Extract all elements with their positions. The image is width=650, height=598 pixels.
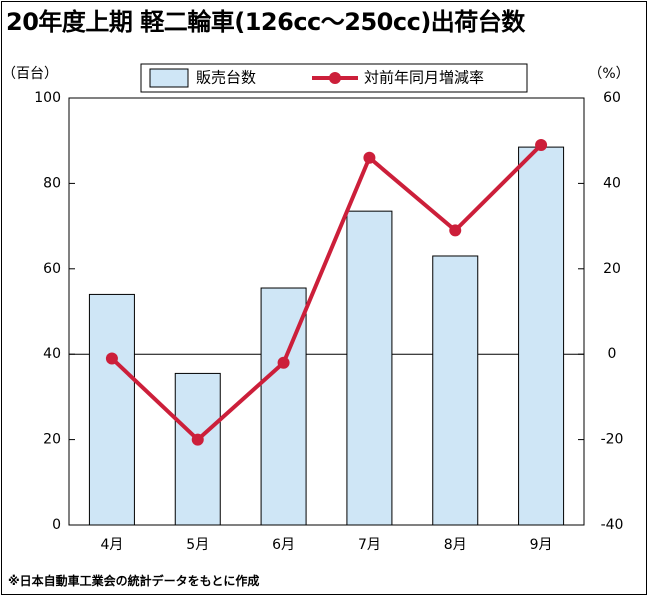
x-axis-tick-label: 7月 (358, 537, 381, 553)
line-point (449, 224, 462, 237)
x-axis-tick-label: 6月 (272, 537, 295, 553)
line-point (277, 356, 290, 369)
legend-bar-swatch (149, 68, 189, 88)
bar (346, 210, 393, 526)
chart-title: 20年度上期 軽二輪車(126cc～250cc)出荷台数 (6, 8, 525, 36)
left-axis-tick-label: 100 (34, 90, 61, 106)
x-axis-tick-label: 4月 (100, 537, 123, 553)
right-axis-tick-label: -40 (601, 517, 624, 533)
right-axis-tick-label: 40 (603, 175, 621, 191)
legend-bar-label: 販売台数 (196, 69, 256, 87)
line-point (363, 151, 376, 164)
right-axis-tick-label: 20 (603, 261, 621, 277)
line-point (105, 352, 118, 365)
left-axis-tick-label: 0 (52, 517, 61, 533)
left-axis-tick-label: 20 (43, 432, 61, 448)
right-axis-tick-label: 0 (608, 346, 617, 362)
left-axis-tick-label: 60 (43, 261, 61, 277)
left-axis-unit: （百台） (2, 66, 58, 82)
bar (88, 293, 135, 526)
right-axis-tick-label: -20 (601, 432, 624, 448)
right-axis-tick-label: 60 (603, 90, 621, 106)
line-point (535, 138, 548, 151)
right-axis-unit: （%） (588, 66, 629, 82)
legend-line-marker (329, 72, 341, 84)
plot-area (68, 97, 585, 526)
legend-line-label: 対前年同月増減率 (364, 69, 484, 87)
line-point (191, 433, 204, 446)
line-series-path (110, 143, 543, 442)
x-axis-tick-label: 5月 (186, 537, 209, 553)
left-axis-tick-label: 80 (43, 175, 61, 191)
left-axis-tick-label: 40 (43, 346, 61, 362)
bar (518, 146, 565, 526)
x-axis-tick-label: 9月 (530, 537, 553, 553)
bar (174, 372, 221, 526)
source-note: ※日本自動車工業会の統計データをもとに作成 (8, 574, 260, 588)
bar (432, 255, 479, 526)
x-axis-tick-label: 8月 (444, 537, 467, 553)
